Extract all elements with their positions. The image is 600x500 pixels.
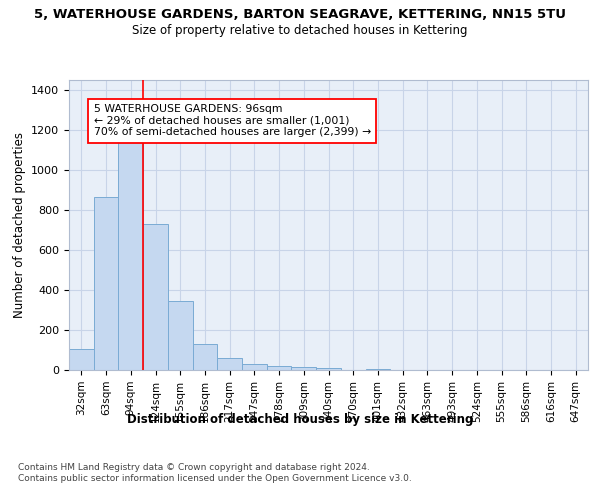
Bar bbox=[267, 366, 292, 370]
Bar bbox=[242, 364, 267, 370]
Bar bbox=[217, 358, 242, 370]
Text: Contains public sector information licensed under the Open Government Licence v3: Contains public sector information licen… bbox=[18, 474, 412, 483]
Bar bbox=[143, 224, 168, 370]
Bar bbox=[168, 301, 193, 370]
Text: Distribution of detached houses by size in Kettering: Distribution of detached houses by size … bbox=[127, 412, 473, 426]
Bar bbox=[69, 349, 94, 370]
Text: 5 WATERHOUSE GARDENS: 96sqm
← 29% of detached houses are smaller (1,001)
70% of : 5 WATERHOUSE GARDENS: 96sqm ← 29% of det… bbox=[94, 104, 371, 137]
Y-axis label: Number of detached properties: Number of detached properties bbox=[13, 132, 26, 318]
Text: Contains HM Land Registry data © Crown copyright and database right 2024.: Contains HM Land Registry data © Crown c… bbox=[18, 462, 370, 471]
Bar bbox=[292, 367, 316, 370]
Bar bbox=[365, 369, 390, 370]
Bar bbox=[118, 141, 143, 370]
Text: Size of property relative to detached houses in Kettering: Size of property relative to detached ho… bbox=[132, 24, 468, 37]
Bar bbox=[316, 368, 341, 370]
Bar bbox=[94, 197, 118, 370]
Bar bbox=[193, 344, 217, 370]
Text: 5, WATERHOUSE GARDENS, BARTON SEAGRAVE, KETTERING, NN15 5TU: 5, WATERHOUSE GARDENS, BARTON SEAGRAVE, … bbox=[34, 8, 566, 20]
